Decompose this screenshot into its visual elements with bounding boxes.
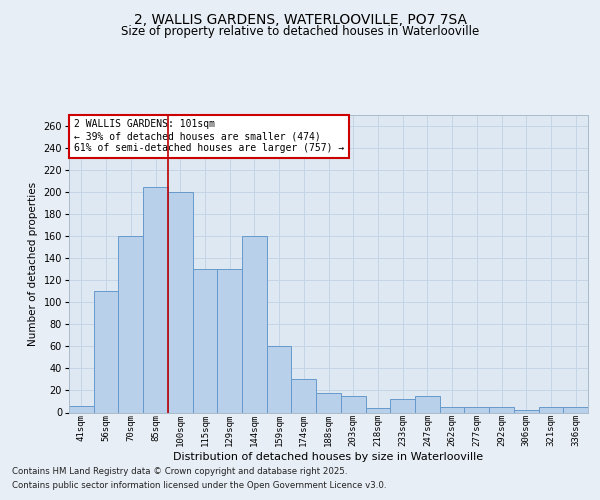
Bar	[539, 407, 563, 412]
Bar	[143, 186, 168, 412]
Bar	[217, 270, 242, 412]
Text: Size of property relative to detached houses in Waterlooville: Size of property relative to detached ho…	[121, 25, 479, 38]
Bar	[415, 396, 440, 412]
Bar	[168, 192, 193, 412]
Bar	[563, 407, 588, 412]
Bar	[193, 270, 217, 412]
Bar	[69, 406, 94, 412]
Bar	[390, 400, 415, 412]
X-axis label: Distribution of detached houses by size in Waterlooville: Distribution of detached houses by size …	[173, 452, 484, 462]
Bar	[316, 392, 341, 412]
Bar	[514, 410, 539, 412]
Bar	[341, 396, 365, 412]
Bar	[365, 408, 390, 412]
Bar	[440, 407, 464, 412]
Text: 2, WALLIS GARDENS, WATERLOOVILLE, PO7 7SA: 2, WALLIS GARDENS, WATERLOOVILLE, PO7 7S…	[133, 12, 467, 26]
Bar	[464, 407, 489, 412]
Y-axis label: Number of detached properties: Number of detached properties	[28, 182, 38, 346]
Text: Contains HM Land Registry data © Crown copyright and database right 2025.: Contains HM Land Registry data © Crown c…	[12, 467, 347, 476]
Bar	[242, 236, 267, 412]
Bar	[292, 380, 316, 412]
Bar	[94, 292, 118, 412]
Text: 2 WALLIS GARDENS: 101sqm
← 39% of detached houses are smaller (474)
61% of semi-: 2 WALLIS GARDENS: 101sqm ← 39% of detach…	[74, 120, 344, 152]
Text: Contains public sector information licensed under the Open Government Licence v3: Contains public sector information licen…	[12, 481, 386, 490]
Bar	[267, 346, 292, 412]
Bar	[489, 407, 514, 412]
Bar	[118, 236, 143, 412]
